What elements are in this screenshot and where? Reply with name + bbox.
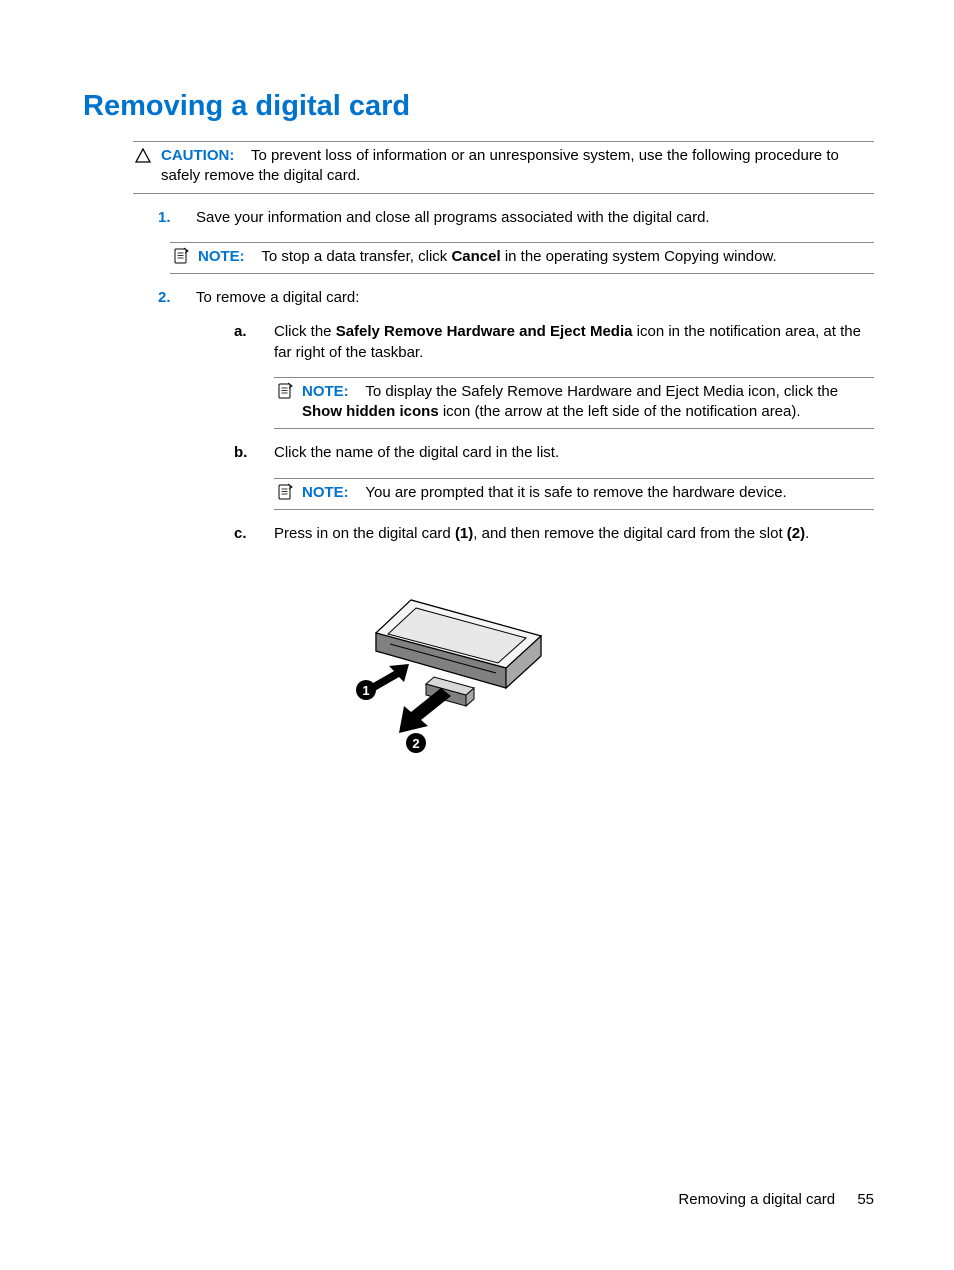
- note-label: NOTE:: [302, 383, 349, 400]
- note-icon: [172, 247, 190, 265]
- step-number: 2.: [158, 288, 171, 308]
- note-text-pre: To display the Safely Remove Hardware an…: [365, 383, 838, 400]
- page-footer: Removing a digital card 55: [678, 1191, 874, 1208]
- substep-b1: (1): [455, 525, 473, 542]
- ordered-steps: 1. Save your information and close all p…: [158, 208, 874, 228]
- caution-body: To prevent loss of information or an unr…: [161, 147, 839, 184]
- substep-a: a. Click the Safely Remove Hardware and …: [234, 322, 874, 363]
- note-admonition: NOTE: To display the Safely Remove Hardw…: [274, 377, 874, 430]
- substep-b2: (2): [787, 525, 805, 542]
- card-removal-diagram: 1 2: [356, 578, 556, 758]
- svg-text:1: 1: [362, 683, 369, 698]
- substep-letter: a.: [234, 322, 247, 342]
- note-label: NOTE:: [302, 484, 349, 501]
- step-number: 1.: [158, 208, 171, 228]
- page-number: 55: [857, 1191, 874, 1208]
- note-text-bold: Show hidden icons: [302, 403, 439, 420]
- caution-label: CAUTION:: [161, 147, 234, 164]
- substep-pre: Click the: [274, 323, 336, 340]
- note-admonition: NOTE: You are prompted that it is safe t…: [274, 478, 874, 510]
- substeps-cont: b. Click the name of the digital card in…: [234, 443, 874, 463]
- substep-letter: b.: [234, 443, 247, 463]
- substep-pre: Press in on the digital card: [274, 525, 455, 542]
- note-text-post: icon (the arrow at the left side of the …: [439, 403, 801, 420]
- note-label: NOTE:: [198, 248, 245, 265]
- note-icon: [276, 483, 294, 501]
- step-text: Save your information and close all prog…: [196, 209, 710, 226]
- substep-letter: c.: [234, 524, 247, 544]
- caution-text: [239, 147, 252, 164]
- footer-text: Removing a digital card: [678, 1191, 835, 1208]
- note-text-bold: Cancel: [451, 248, 500, 265]
- caution-admonition: CAUTION: To prevent loss of information …: [133, 141, 874, 194]
- svg-text:2: 2: [412, 736, 419, 751]
- note-text-pre: To stop a data transfer, click: [261, 248, 451, 265]
- substep-b: b. Click the name of the digital card in…: [234, 443, 874, 463]
- substeps: a. Click the Safely Remove Hardware and …: [234, 322, 874, 363]
- substeps-cont2: c. Press in on the digital card (1), and…: [234, 524, 874, 544]
- ordered-steps-cont: 2. To remove a digital card: a. Click th…: [158, 288, 874, 764]
- substep-mid: , and then remove the digital card from …: [473, 525, 787, 542]
- step-1: 1. Save your information and close all p…: [158, 208, 874, 228]
- substep-bold: Safely Remove Hardware and Eject Media: [336, 323, 633, 340]
- note-admonition: NOTE: To stop a data transfer, click Can…: [170, 242, 874, 274]
- substep-c: c. Press in on the digital card (1), and…: [234, 524, 874, 544]
- caution-triangle-icon: [135, 148, 151, 164]
- note-text-post: in the operating system Copying window.: [501, 248, 777, 265]
- note-text: You are prompted that it is safe to remo…: [365, 484, 786, 501]
- substep-text: Click the name of the digital card in th…: [274, 444, 559, 461]
- step-2: 2. To remove a digital card: a. Click th…: [158, 288, 874, 764]
- substep-post: .: [805, 525, 809, 542]
- page-title: Removing a digital card: [83, 90, 874, 123]
- note-icon: [276, 382, 294, 400]
- step-text: To remove a digital card:: [196, 289, 359, 306]
